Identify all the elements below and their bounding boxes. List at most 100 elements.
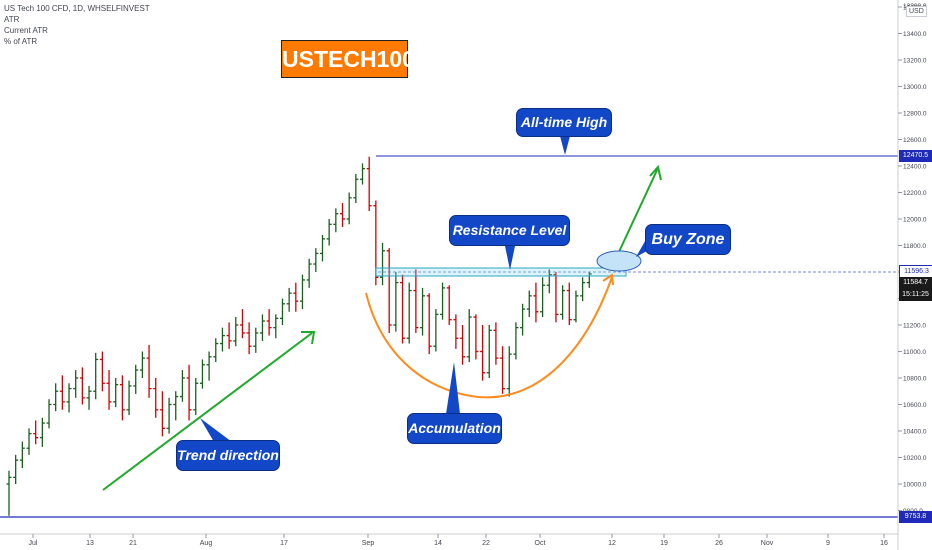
price-tick-label: 12200.0 [903,190,927,197]
ohlc-bar [540,277,546,318]
ohlc-bar [333,208,339,233]
ohlc-bar [6,470,12,516]
ohlc-bar [426,293,432,355]
ohlc-bar [566,282,572,325]
ohlc-bar [560,285,566,320]
ohlc-bar [546,269,552,294]
time-tick-label: 9 [826,540,830,547]
ohlc-bar [86,385,92,410]
ohlc-bar [366,156,372,212]
ohlc-bar [66,383,72,413]
currency-label: USD [906,6,927,17]
price-tick-label: 12600.0 [903,137,927,144]
price-tick-label: 10600.0 [903,402,927,409]
ohlc-bar [413,269,419,333]
time-tick-label: 13 [86,540,94,547]
ohlc-bar [580,277,586,302]
ohlc-bar [26,428,32,455]
ohlc-bar [119,375,125,421]
time-tick-label: 12 [608,540,616,547]
symbol-line: US Tech 100 CFD, 1D, WHSELFINVEST [4,4,150,13]
resistance-pointer [505,246,515,270]
accumulation-pointer [446,362,460,414]
price-tick-label: 11800.0 [903,243,926,250]
trend-arrow-head [301,331,316,345]
ohlc-bar [253,327,259,353]
ticker-box: USTECH100 [281,40,415,78]
ohlc-bar [133,364,139,394]
ohlc-bar [380,242,386,286]
ohlc-bar [186,364,192,421]
breakout-arrow-head [649,164,662,181]
resistance-zone [375,267,627,277]
ohlc-bar [53,383,59,412]
ohlc-bar [33,420,39,445]
ohlc-bar [420,287,426,336]
price-tick-label: 12400.0 [903,164,927,171]
ohlc-bar [206,351,212,381]
ohlc-bar [480,325,486,381]
ohlc-bar [39,417,45,447]
ohlc-bar [179,370,185,402]
chart-annotations [0,136,898,518]
accumulation-callout: Accumulation [407,413,502,444]
ohlc-bar [226,322,232,349]
price-tick-label: 10400.0 [903,429,927,436]
ohlc-bar [266,309,272,336]
time-tick-label: Jul [29,540,38,547]
price-tick-label: 10000.0 [903,482,927,489]
ohlc-bar [233,317,239,347]
ohlc-bar [106,370,112,410]
ohlc-bar [246,322,252,355]
ohlc-bar [466,309,472,363]
ohlc-bar [586,272,592,288]
ohlc-bar [46,399,52,429]
ohlc-bar [486,325,492,378]
ohlc-bar [493,322,499,365]
time-tick-label: Aug [200,540,213,547]
accumulation-curve [365,276,613,399]
curve-arrow-head [602,273,614,286]
ohlc-bar [279,298,285,325]
price-tick-label: 13000.0 [903,84,927,91]
ohlc-bar [326,219,332,246]
ohlc-bar [360,163,366,185]
ohlc-bar [126,380,132,416]
ohlc-bar [386,248,392,333]
ohlc-bar [553,272,559,323]
ohlc-bar [273,314,279,339]
ohlc-bar [286,287,292,312]
atr-label: ATR [4,15,20,24]
time-tick-label: Nov [761,540,774,547]
price-tick-label: 10800.0 [903,376,927,383]
percent-atr-label: % of ATR [4,37,38,46]
time-tick-label: 26 [715,540,723,547]
ohlc-bar [153,378,159,418]
time-tick-label: 16 [880,540,888,547]
ohlc-bar [340,203,345,227]
chart-legend: US Tech 100 CFD, 1D, WHSELFINVEST ATR Cu… [4,3,150,47]
time-tick-label: 19 [660,540,668,547]
ath-price-tag: 12470.5 [899,150,932,162]
price-tick-label: 13400.0 [903,31,927,38]
time-tick-label: 14 [434,540,442,547]
price-tick-label: 12000.0 [903,217,927,224]
ohlc-bar [460,325,466,365]
ohlc-bar [199,359,205,389]
ohlc-bar [520,303,526,336]
ohlc-bar [433,309,439,352]
ohlc-bar [400,274,406,344]
ohlc-bar [513,322,519,360]
time-tick-label: Oct [535,540,546,547]
countdown-tag: 15:11:25 [899,289,932,301]
ohlc-bar [113,378,119,408]
current-price-tag: 11584.7 [899,277,932,289]
ohlc-bar [306,258,312,288]
ohlc-bar [99,351,105,392]
price-tick-label: 10200.0 [903,455,927,462]
low-price-tag: 9753.8 [899,511,932,523]
ohlc-bar [473,314,479,360]
ohlc-bar [173,391,179,421]
time-tick-label: Sep [362,540,375,547]
